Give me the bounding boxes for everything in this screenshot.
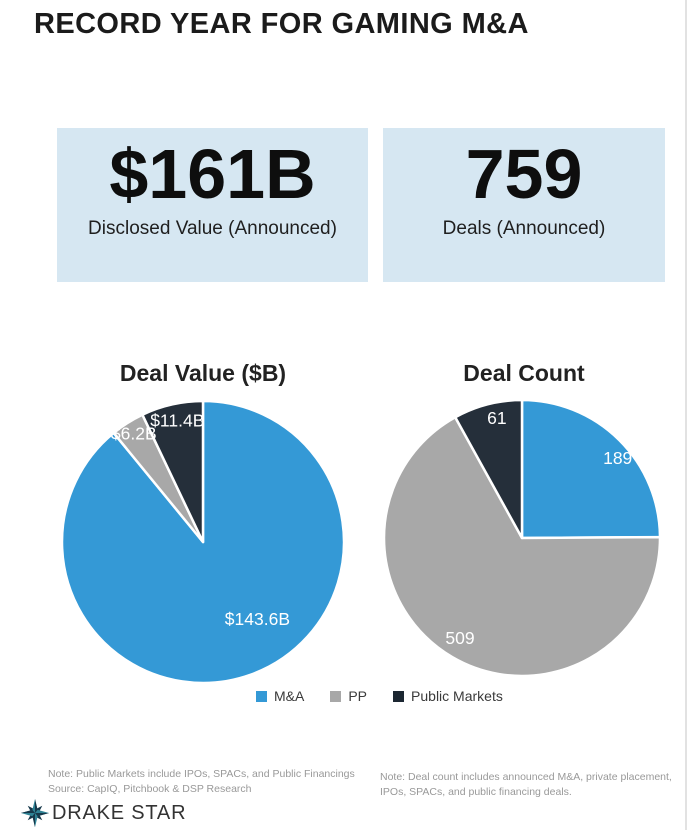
pie-slice-public-markets <box>141 399 205 544</box>
footnote-left: Note: Public Markets include IPOs, SPACs… <box>48 767 378 796</box>
pie-slice-pp <box>382 415 662 678</box>
pie-chart-deal-value: $143.6B $6.2B$11.4B <box>60 399 346 685</box>
stat-label: Deals (Announced) <box>442 217 606 239</box>
stat-card-deal-count: 759 Deals (Announced) <box>383 128 665 282</box>
page-right-edge <box>685 0 687 830</box>
pie-slice-public-markets <box>453 398 524 540</box>
stat-value: $161B <box>109 135 316 213</box>
footnote-line: Note: Public Markets include IPOs, SPACs… <box>48 768 355 780</box>
footnote-line: Note: Deal count includes announced M&A,… <box>380 771 672 783</box>
pie-value-label-pp: $6.2B <box>111 424 157 444</box>
chart-legend: M&A PP Public Markets <box>256 688 503 704</box>
pie-value-label-m-a: 189 <box>603 448 632 468</box>
footnote-line: IPOs, SPACs, and public financing deals. <box>380 785 572 798</box>
legend-swatch-public-markets <box>393 690 405 702</box>
pie-value-label-public-markets: 61 <box>487 408 506 428</box>
stat-value: 759 <box>465 135 583 213</box>
page-title: RECORD YEAR FOR GAMING M&A <box>34 8 529 40</box>
footnote-right: Note: Deal count includes announced M&A,… <box>380 770 680 799</box>
legend-item-ma: M&A <box>256 688 304 704</box>
chart-title-deal-count: Deal Count <box>463 360 585 386</box>
drake-star-logo: DRAKE STAR <box>20 798 186 828</box>
legend-label: PP <box>348 688 368 704</box>
legend-label: M&A <box>274 688 305 704</box>
logo-wordmark: DRAKE STAR <box>52 801 187 824</box>
stat-card-disclosed-value: $161B Disclosed Value (Announced) <box>57 128 368 282</box>
pie-value-label-m-a: $143.6B <box>225 609 290 629</box>
legend-swatch-ma <box>256 690 267 702</box>
footnote-line: Source: CapIQ, Pitchbook & DSP Research <box>48 782 252 795</box>
legend-swatch-pp <box>330 690 342 702</box>
legend-item-pp: PP <box>330 688 367 704</box>
stat-label: Disclosed Value (Announced) <box>88 217 337 239</box>
compass-star-icon <box>20 798 50 828</box>
legend-label: Public Markets <box>411 688 503 704</box>
pie-value-label-pp: 509 <box>445 628 474 648</box>
chart-title-deal-value: Deal Value ($B) <box>119 360 287 386</box>
pie-chart-deal-count: 189 509 61 <box>382 398 662 678</box>
pie-value-label-public-markets: $11.4B <box>150 410 204 430</box>
pie-slice-m-a <box>520 398 662 540</box>
legend-item-public-markets: Public Markets <box>393 688 503 704</box>
